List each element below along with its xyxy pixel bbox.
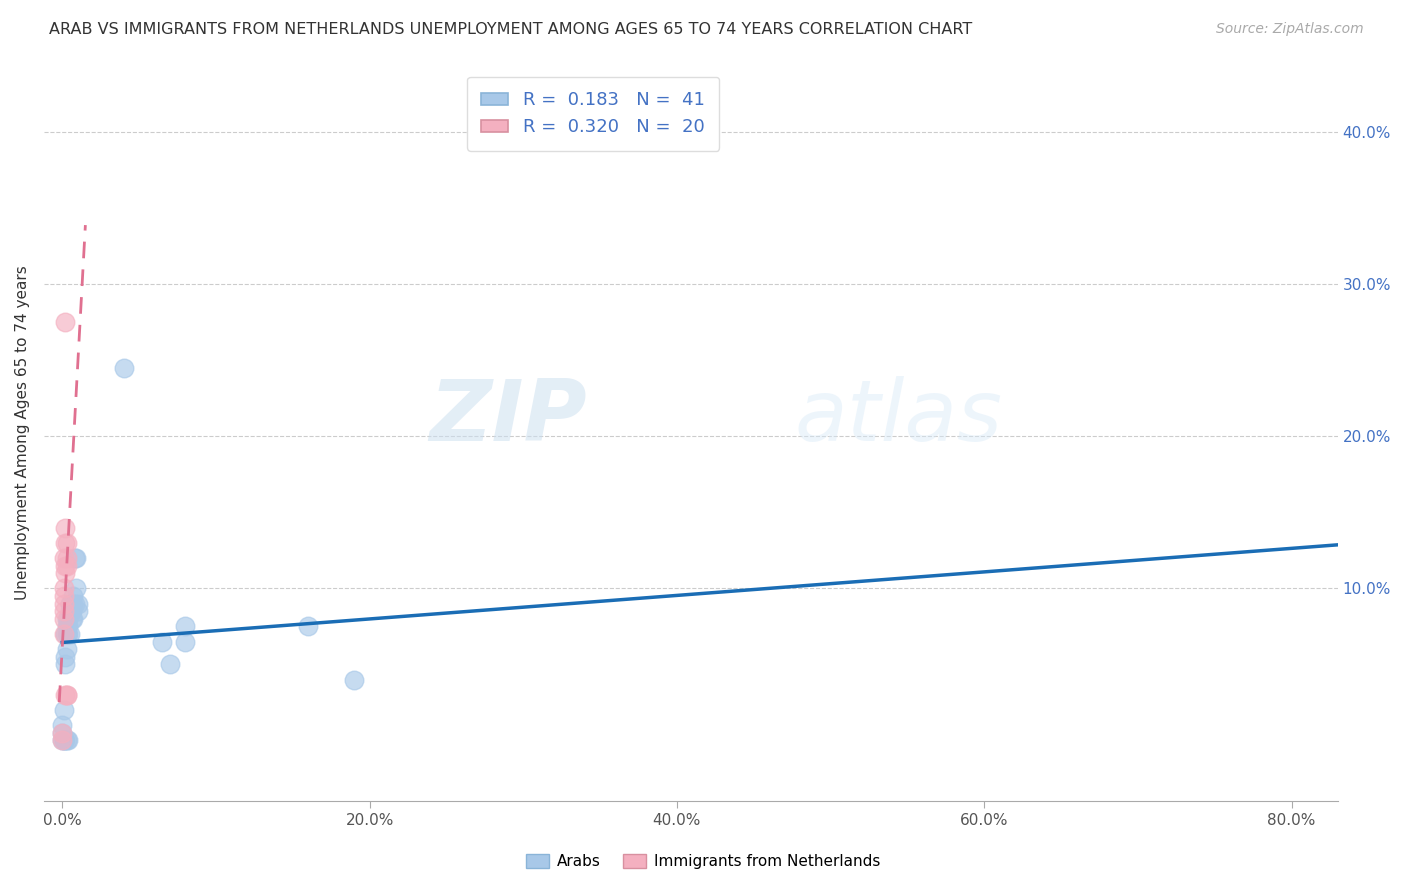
Point [56, 688, 79, 702]
Point [52, 733, 75, 747]
Point [56, 558, 79, 573]
Y-axis label: Unemployment Among Ages 65 to 74 years: Unemployment Among Ages 65 to 74 years [15, 265, 30, 600]
Point [55, 688, 77, 702]
Text: ZIP: ZIP [430, 376, 588, 459]
Point [51, 718, 73, 732]
Point [51, 733, 73, 747]
Point [52, 597, 75, 611]
Text: atlas: atlas [794, 376, 1002, 459]
Point [59, 627, 82, 641]
Point [65, 551, 87, 566]
Point [55, 315, 77, 329]
Point [52, 604, 75, 618]
Point [112, 361, 135, 376]
Point [58, 627, 80, 641]
Point [56, 642, 79, 657]
Point [62, 589, 84, 603]
Text: Source: ZipAtlas.com: Source: ZipAtlas.com [1216, 22, 1364, 37]
Point [65, 582, 87, 596]
Point [51, 725, 73, 739]
Point [62, 612, 84, 626]
Point [150, 634, 173, 648]
Point [55, 733, 77, 747]
Point [174, 619, 197, 633]
Point [56, 733, 79, 747]
Point [51, 733, 73, 747]
Point [66, 597, 89, 611]
Text: ARAB VS IMMIGRANTS FROM NETHERLANDS UNEMPLOYMENT AMONG AGES 65 TO 74 YEARS CORRE: ARAB VS IMMIGRANTS FROM NETHERLANDS UNEM… [49, 22, 973, 37]
Point [59, 597, 82, 611]
Point [56, 627, 79, 641]
Point [60, 604, 83, 618]
Point [55, 520, 77, 534]
Point [59, 604, 82, 618]
Point [58, 619, 80, 633]
Point [66, 604, 89, 618]
Point [52, 627, 75, 641]
Point [51, 725, 73, 739]
Point [55, 627, 77, 641]
Point [60, 612, 83, 626]
Legend: R =  0.183   N =  41, R =  0.320   N =  20: R = 0.183 N = 41, R = 0.320 N = 20 [467, 77, 720, 151]
Point [52, 582, 75, 596]
Point [52, 612, 75, 626]
Point [343, 673, 366, 687]
Point [52, 703, 75, 717]
Point [297, 619, 319, 633]
Point [52, 589, 75, 603]
Point [56, 535, 79, 549]
Point [52, 551, 75, 566]
Point [55, 657, 77, 672]
Point [55, 558, 77, 573]
Point [159, 657, 181, 672]
Point [63, 597, 86, 611]
Point [63, 551, 86, 566]
Point [58, 733, 80, 747]
Point [55, 649, 77, 664]
Point [62, 597, 84, 611]
Point [58, 612, 80, 626]
Point [56, 619, 79, 633]
Point [55, 566, 77, 581]
Legend: Arabs, Immigrants from Netherlands: Arabs, Immigrants from Netherlands [520, 848, 886, 875]
Point [56, 551, 79, 566]
Point [56, 612, 79, 626]
Point [52, 733, 75, 747]
Point [56, 688, 79, 702]
Point [55, 535, 77, 549]
Point [59, 597, 82, 611]
Point [174, 634, 197, 648]
